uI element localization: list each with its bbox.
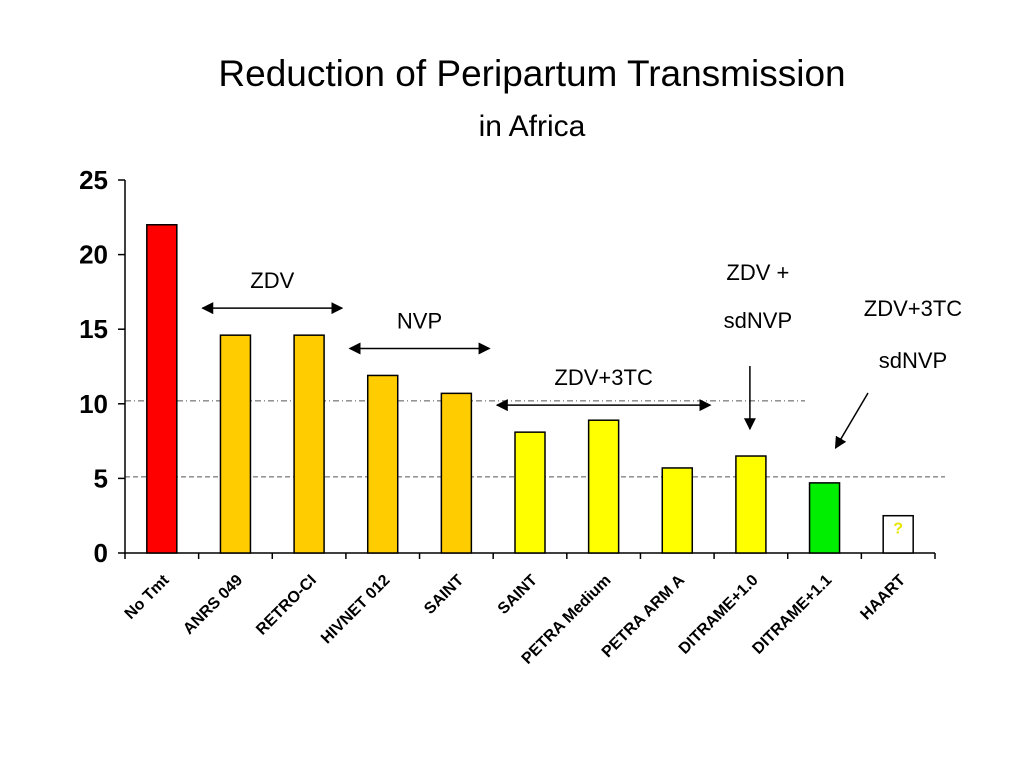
x-tick-label: RETRO-CI <box>253 572 320 639</box>
x-tick-label: HAART <box>857 572 909 624</box>
bar <box>587 419 620 554</box>
annotation-label: ZDV <box>250 268 294 293</box>
pointer-arrow <box>834 392 869 450</box>
annotation-label: NVP <box>397 308 442 333</box>
annotation-label: sdNVP <box>724 308 792 333</box>
x-tick-label: SAINT <box>421 572 467 618</box>
bar <box>293 334 325 554</box>
annotation-label: sdNVP <box>879 348 947 373</box>
x-tick-label: HIVNET 012 <box>318 572 394 648</box>
chart-subtitle: in Africa <box>479 110 586 143</box>
bar <box>146 224 178 554</box>
y-tick-label: 10 <box>79 389 108 419</box>
y-tick-label: 15 <box>79 314 108 344</box>
x-tick-label: DITRAME+1.1 <box>749 572 835 658</box>
bar <box>440 392 473 554</box>
x-tick-label: No Tmt <box>122 571 173 622</box>
chart-title: Reduction of Peripartum Transmission <box>218 53 845 94</box>
bar-label: ? <box>893 521 903 538</box>
annotation-label: ZDV+3TC <box>554 365 653 390</box>
y-tick-label: 0 <box>94 538 108 568</box>
bar <box>661 467 694 554</box>
x-tick-label: SAINT <box>495 572 541 618</box>
bar <box>808 482 841 554</box>
x-tick-label: DITRAME+1.0 <box>676 572 762 658</box>
bar <box>219 334 252 554</box>
annotation-label: ZDV + <box>726 260 789 285</box>
y-tick-label: 20 <box>79 240 108 270</box>
bar <box>514 431 546 554</box>
y-tick-label: 5 <box>94 463 108 493</box>
x-tick-label: ANRS 049 <box>180 572 246 638</box>
annotation-label: ZDV+3TC <box>864 296 963 321</box>
bar <box>735 455 767 554</box>
bar <box>366 374 399 554</box>
y-tick-label: 25 <box>79 165 108 195</box>
bar <box>882 514 914 554</box>
